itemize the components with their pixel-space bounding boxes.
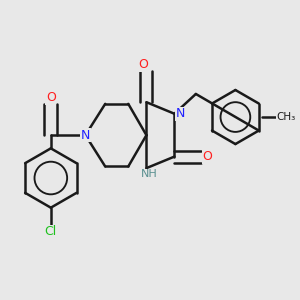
Text: O: O <box>202 150 212 163</box>
Text: Cl: Cl <box>45 225 57 238</box>
Text: N: N <box>176 107 185 120</box>
Text: CH₃: CH₃ <box>277 112 296 122</box>
Text: NH: NH <box>141 169 158 179</box>
Text: N: N <box>81 129 90 142</box>
Text: O: O <box>138 58 148 71</box>
Text: O: O <box>46 92 56 104</box>
